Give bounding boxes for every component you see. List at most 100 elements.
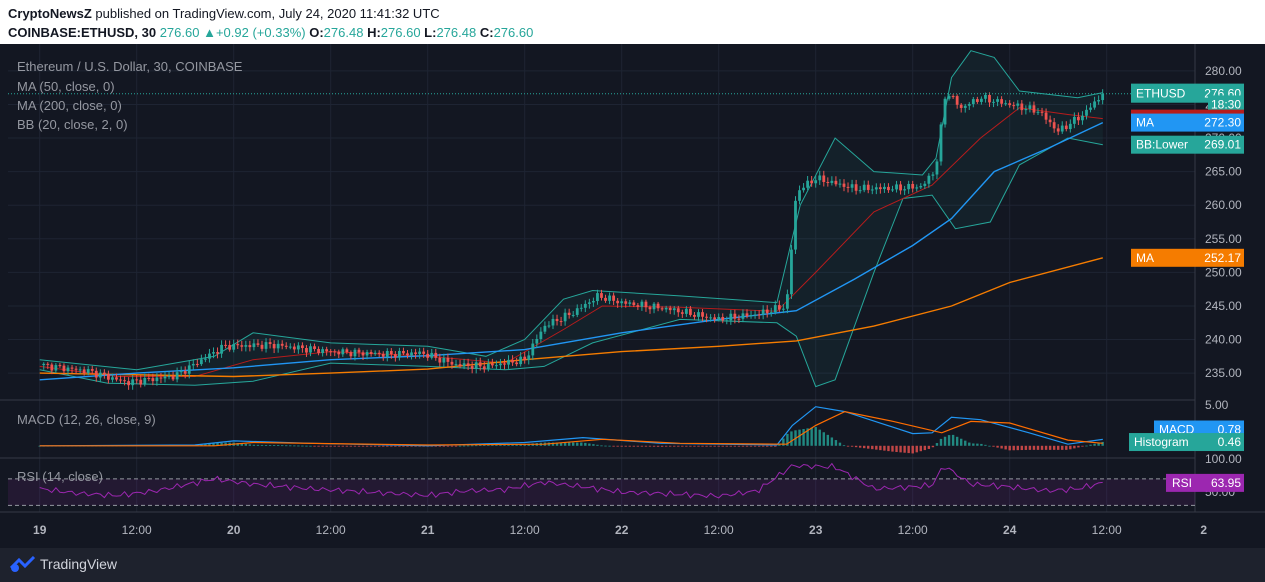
macd-hist-bar [592, 444, 595, 446]
macd-hist-bar [681, 445, 684, 447]
grid-lines [8, 44, 1195, 512]
macd-hist-bar [511, 444, 514, 446]
candle-body [632, 302, 636, 306]
macd-hist-bar [988, 445, 991, 447]
macd-hist-bar [406, 445, 409, 447]
candle-body [1036, 111, 1040, 113]
macd-hist-bar [895, 445, 898, 453]
candle-body [1000, 99, 1004, 104]
candle-body [212, 352, 215, 354]
tradingview-brand[interactable]: TradingView [40, 556, 118, 572]
candle-body [470, 366, 474, 369]
candle-body [1052, 122, 1056, 129]
macd-hist-bar [972, 443, 975, 446]
candle-body [664, 307, 668, 310]
candle-body [107, 374, 110, 380]
macd-hist-bar [264, 444, 268, 446]
candle-body [78, 369, 82, 371]
candle-body [1044, 112, 1048, 120]
macd-hist-bar [337, 445, 340, 447]
candles [42, 89, 1105, 390]
legend-bb[interactable]: BB (20, close, 2, 0) [17, 117, 128, 132]
legend-macd[interactable]: MACD (12, 26, close, 9) [17, 412, 156, 427]
candle-body [753, 314, 757, 316]
candle-body [850, 184, 854, 188]
ma200-line [39, 257, 1103, 378]
candle-body [155, 377, 159, 382]
candle-body [515, 362, 519, 365]
macd-hist-bar [806, 428, 809, 446]
macd-hist-bar [260, 444, 264, 446]
candle-body [765, 309, 769, 314]
candle-body [915, 187, 919, 189]
macd-hist-bar [992, 445, 995, 447]
macd-hist-bar [822, 432, 825, 446]
candle-body [684, 308, 688, 314]
candle-body [260, 344, 264, 349]
macd-hist-bar [390, 445, 393, 447]
price-tag-value: 18:30 [1211, 97, 1241, 111]
candle-body [414, 352, 417, 355]
candle-body [559, 321, 563, 323]
macd-hist-bar [697, 445, 700, 447]
macd-hist-bar [1089, 444, 1092, 446]
macd-hist-bar [1085, 445, 1088, 447]
macd-hist-bar [757, 445, 761, 447]
macd-hist-bar [652, 445, 656, 447]
macd-hist-bar [879, 445, 882, 451]
macd-hist-bar [1000, 445, 1003, 449]
macd-hist-bar [604, 445, 607, 447]
candle-body [858, 190, 862, 192]
macd-hist-bar [907, 445, 910, 454]
candle-body [523, 356, 527, 361]
candle-body [790, 249, 793, 295]
macd-hist-bar [462, 445, 466, 447]
macd-hist-bar [301, 445, 304, 447]
candle-body [826, 182, 830, 184]
legend-ma200[interactable]: MA (200, close, 0) [17, 98, 122, 113]
candle-body [967, 104, 971, 106]
candle-body [1028, 105, 1032, 109]
chart-svg[interactable]: 235.00240.00245.00250.00255.00260.00265.… [0, 44, 1265, 548]
change-arrow-icon: ▲ [203, 25, 216, 40]
macd-hist-bar [1048, 445, 1052, 450]
candle-body [680, 312, 684, 314]
candle-body [70, 367, 74, 369]
candle-body [794, 200, 797, 250]
time-axis-tick: 23 [809, 523, 823, 537]
macd-hist-bar [317, 445, 320, 447]
candle-body [119, 379, 122, 381]
candle-body [438, 357, 442, 363]
legend-ma50[interactable]: MA (50, close, 0) [17, 79, 115, 94]
candle-body [648, 307, 652, 310]
candle-body [1097, 100, 1101, 102]
macd-hist-bar [871, 445, 874, 450]
macd-hist-bar [1032, 445, 1036, 450]
macd-hist-bar [620, 445, 623, 447]
macd-hist-bar [313, 445, 316, 447]
candle-body [725, 320, 729, 322]
candle-body [963, 105, 967, 108]
publisher-name[interactable]: CryptoNewsZ [8, 6, 92, 21]
rsi-tag-name: RSI [1172, 476, 1192, 490]
macd-hist-bar [818, 429, 821, 446]
candle-body [195, 363, 199, 365]
candle-body [583, 303, 587, 308]
macd-hist-bar [875, 445, 878, 450]
macd-hist-bar [749, 445, 753, 447]
chart-area[interactable]: 235.00 240.00 245.00 250.00 255.00 260.00 265.… [0, 44, 1265, 548]
candle-body [802, 187, 805, 191]
macd-hist-bar [572, 442, 575, 446]
macd-hist-bar [891, 445, 894, 452]
candle-body [458, 364, 462, 367]
candle-body [292, 346, 296, 350]
macd-hist-bar [1052, 445, 1056, 450]
candle-body [349, 352, 353, 357]
legend-rsi[interactable]: RSI (14, close) [17, 469, 103, 484]
candle-body [131, 379, 135, 386]
candle-body [430, 352, 434, 358]
open-label: O: [309, 25, 324, 40]
low-value: 276.48 [436, 25, 477, 40]
candle-body [870, 189, 874, 191]
symbol-label: COINBASE:ETHUSD, 30 [8, 25, 157, 40]
